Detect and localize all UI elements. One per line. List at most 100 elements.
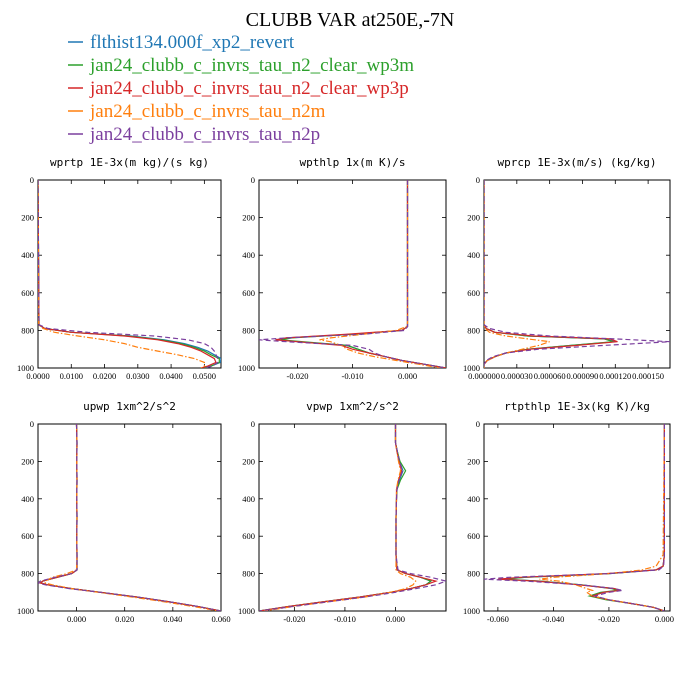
x-tick-label: 0.0300 — [126, 371, 149, 381]
series-line — [38, 180, 219, 368]
x-tick-label: -0.040 — [542, 614, 564, 624]
legend: flthist134.000f_xp2_revertjan24_clubb_c_… — [68, 32, 414, 145]
panel: wpthlp 1x(m K)/s 0 200 400 600 800 1000 -0.020 -… — [238, 156, 447, 381]
legend-entry: jan24_clubb_c_invrs_tau_n2_clear_wp3m — [68, 55, 414, 76]
x-tick-label: 0.000120 — [599, 371, 631, 381]
panel-title: wprcp 1E-3x(m/s) (kg/kg) — [498, 156, 657, 169]
legend-label: flthist134.000f_xp2_revert — [90, 32, 295, 53]
x-tick-label: 0.000 — [398, 371, 417, 381]
y-tick-label: 400 — [467, 494, 480, 504]
y-tick-label: 200 — [21, 213, 34, 223]
figure-title: CLUBB VAR at250E,-7N — [246, 9, 455, 31]
x-tick-label: 0.000030 — [501, 371, 533, 381]
y-tick-label: 1000 — [463, 363, 480, 373]
x-tick-label: -0.060 — [487, 614, 509, 624]
x-tick-label: -0.010 — [342, 371, 364, 381]
series-line — [484, 424, 666, 611]
x-tick-label: 0.000 — [386, 614, 405, 624]
series-line — [39, 424, 221, 611]
series-line — [38, 180, 221, 368]
series-line — [38, 180, 205, 368]
plot-frame — [483, 423, 671, 612]
y-tick-label: 1000 — [238, 363, 255, 373]
series-line — [484, 180, 670, 368]
y-tick-label: 0 — [476, 419, 480, 429]
y-tick-label: 600 — [242, 288, 255, 298]
y-tick-label: 1000 — [17, 363, 34, 373]
x-tick-label: 0.0200 — [93, 371, 116, 381]
x-tick-label: 0.000 — [655, 614, 674, 624]
panel-title: upwp 1xm^2/s^2 — [83, 400, 176, 413]
y-tick-label: 1000 — [463, 606, 480, 616]
series-line — [38, 180, 220, 368]
x-tick-label: -0.020 — [598, 614, 620, 624]
y-tick-label: 0 — [251, 175, 255, 185]
y-tick-label: 200 — [467, 456, 480, 466]
panel-title: vpwp 1xm^2/s^2 — [306, 400, 399, 413]
plot-frame — [258, 423, 447, 612]
x-tick-label: -0.020 — [287, 371, 309, 381]
legend-label: jan24_clubb_c_invrs_tau_n2_clear_wp3p — [89, 78, 409, 99]
series-line — [497, 424, 666, 611]
series-line — [39, 424, 221, 611]
y-tick-label: 0 — [30, 175, 34, 185]
y-tick-label: 600 — [467, 531, 480, 541]
x-tick-label: -0.010 — [334, 614, 356, 624]
panel-title: wprtp 1E-3x(m kg)/(s kg) — [50, 156, 209, 169]
panel: wprtp 1E-3x(m kg)/(s kg) 0 200 400 600 800 100… — [17, 156, 222, 381]
series-line — [38, 424, 221, 611]
y-tick-label: 800 — [21, 325, 34, 335]
panel-title: wpthlp 1x(m K)/s — [300, 156, 406, 169]
series-line — [319, 180, 441, 368]
series-line — [264, 424, 417, 611]
y-tick-label: 600 — [21, 531, 34, 541]
x-tick-label: 0.0100 — [60, 371, 83, 381]
x-tick-label: 0.000090 — [567, 371, 599, 381]
y-tick-label: 400 — [242, 250, 255, 260]
y-tick-label: 800 — [21, 569, 34, 579]
series-line — [259, 424, 446, 611]
y-tick-label: 400 — [21, 250, 34, 260]
y-tick-label: 1000 — [238, 606, 255, 616]
y-tick-label: 0 — [251, 419, 255, 429]
y-tick-label: 600 — [467, 288, 480, 298]
panel: rtpthlp 1E-3x(kg K)/kg02004006008001000-… — [463, 400, 674, 624]
series-line — [280, 180, 446, 368]
y-tick-label: 0 — [476, 175, 480, 185]
x-tick-label: 0.0400 — [159, 371, 182, 381]
y-tick-label: 800 — [242, 325, 255, 335]
legend-entry: jan24_clubb_c_invrs_tau_n2m — [68, 101, 326, 122]
x-tick-label: -0.020 — [283, 614, 305, 624]
x-tick-label: 0.020 — [115, 614, 134, 624]
series-line — [259, 424, 433, 611]
series-line — [44, 424, 219, 611]
plot-frame — [37, 179, 222, 369]
panel: wprcp 1E-3x(m/s) (kg/kg) 0 200 400 600 800 100… — [463, 156, 671, 381]
legend-label: jan24_clubb_c_invrs_tau_n2_clear_wp3m — [89, 55, 414, 76]
plot-frame — [37, 423, 222, 612]
series-line — [484, 180, 614, 368]
series-line — [484, 180, 618, 368]
series-line — [259, 424, 433, 611]
y-tick-label: 600 — [242, 531, 255, 541]
legend-entry: jan24_clubb_c_invrs_tau_n2p — [68, 124, 320, 145]
series-line — [484, 180, 616, 368]
panel-title: rtpthlp 1E-3x(kg K)/kg — [504, 400, 650, 413]
series-line — [275, 180, 446, 368]
series-line — [503, 424, 666, 611]
x-tick-label: 0.0000 — [26, 371, 49, 381]
x-tick-label: 0.000 — [67, 614, 86, 624]
legend-entry: jan24_clubb_c_invrs_tau_n2_clear_wp3p — [68, 78, 409, 99]
series-line — [484, 180, 550, 368]
y-tick-label: 400 — [21, 494, 34, 504]
y-tick-label: 400 — [242, 494, 255, 504]
series-line — [275, 180, 446, 368]
y-tick-label: 400 — [467, 250, 480, 260]
y-tick-label: 800 — [242, 569, 255, 579]
y-tick-label: 200 — [467, 213, 480, 223]
y-tick-label: 0 — [30, 419, 34, 429]
series-line — [259, 424, 438, 611]
series-line — [503, 424, 666, 611]
y-tick-label: 800 — [467, 569, 480, 579]
